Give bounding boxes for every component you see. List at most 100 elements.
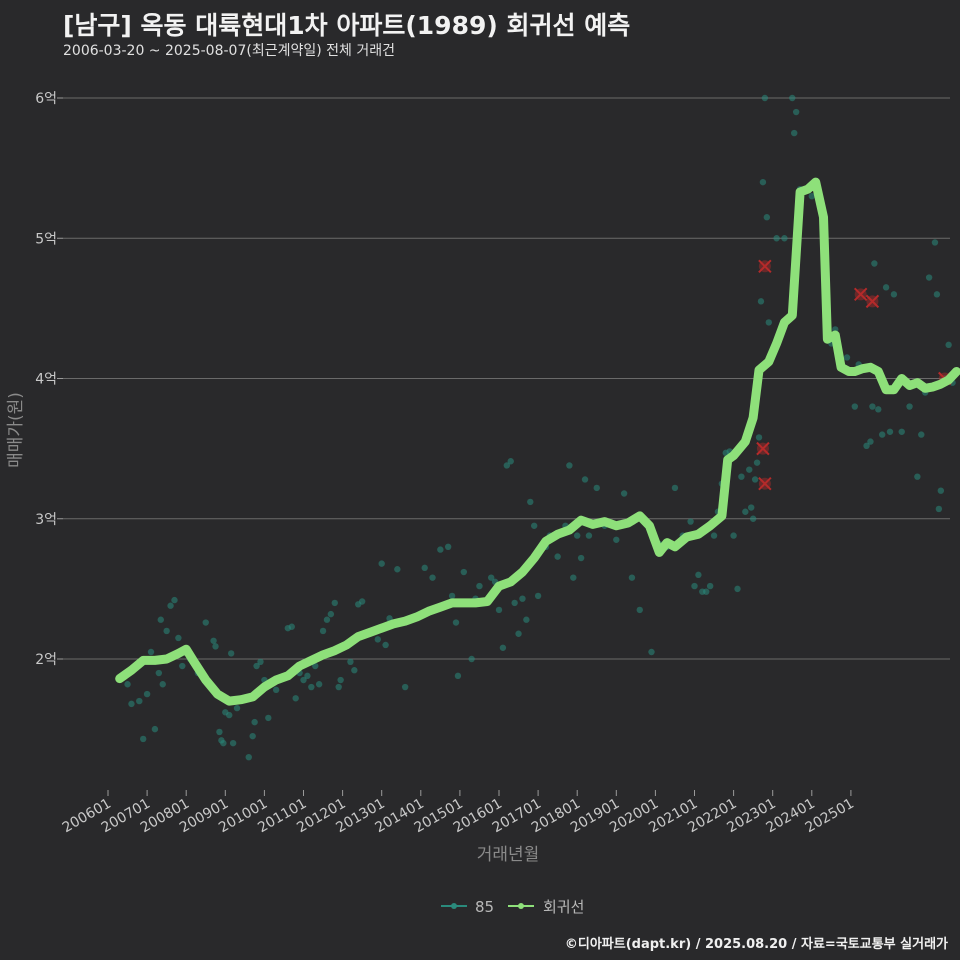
data-point xyxy=(487,574,495,581)
data-point xyxy=(933,291,941,298)
data-point xyxy=(139,735,147,743)
data-point xyxy=(216,728,223,736)
data-point xyxy=(636,606,643,614)
data-point xyxy=(869,403,876,410)
data-point xyxy=(253,662,260,670)
data-point xyxy=(212,643,219,650)
data-point xyxy=(577,554,585,562)
data-point xyxy=(882,284,890,291)
data-point xyxy=(585,532,593,539)
data-point xyxy=(671,484,679,492)
data-point xyxy=(128,700,135,708)
data-point xyxy=(761,94,769,102)
data-point xyxy=(452,619,460,626)
data-point xyxy=(227,650,235,657)
data-point xyxy=(386,615,393,622)
data-point xyxy=(875,406,882,413)
grid-layer xyxy=(63,97,950,660)
data-point xyxy=(337,676,344,684)
data-point xyxy=(300,676,307,684)
data-point xyxy=(511,599,518,607)
axis-layer: 2억3억4억5억6억200601200701200801200901201001… xyxy=(35,91,857,836)
data-point xyxy=(444,543,452,550)
data-point xyxy=(890,291,898,298)
data-point xyxy=(429,574,436,581)
data-point xyxy=(931,239,939,246)
data-point xyxy=(523,616,530,623)
data-point xyxy=(789,94,796,102)
data-point xyxy=(315,681,323,688)
data-point xyxy=(159,681,166,688)
data-point xyxy=(808,192,815,200)
data-point xyxy=(251,718,258,726)
data-point xyxy=(763,214,771,221)
data-point xyxy=(791,129,798,137)
data-point xyxy=(878,431,886,438)
data-point xyxy=(319,627,327,635)
data-point xyxy=(421,564,428,572)
data-point xyxy=(914,473,921,480)
data-point xyxy=(229,739,237,747)
data-point xyxy=(448,592,456,600)
data-point xyxy=(765,319,772,326)
data-point xyxy=(867,438,874,445)
data-point xyxy=(534,592,542,600)
data-point xyxy=(351,667,358,674)
data-point xyxy=(499,644,507,651)
data-point xyxy=(527,498,534,506)
data-point xyxy=(773,235,780,242)
data-point xyxy=(519,595,526,602)
data-point xyxy=(257,658,264,666)
data-point xyxy=(755,434,763,441)
data-point xyxy=(143,690,151,698)
data-point xyxy=(734,585,741,593)
data-point xyxy=(530,522,538,529)
outlier-cross xyxy=(756,441,770,456)
data-point xyxy=(751,476,759,483)
data-point xyxy=(648,648,655,656)
data-point xyxy=(378,560,385,567)
y-tick-label: 3억 xyxy=(35,512,57,528)
y-tick-label: 5억 xyxy=(35,231,57,247)
data-point xyxy=(871,260,878,267)
data-point xyxy=(171,596,178,604)
data-point xyxy=(308,683,315,691)
data-point xyxy=(292,695,299,702)
outlier-cross xyxy=(865,294,880,309)
data-point xyxy=(358,598,366,605)
chart-title: [남구] 옥동 대륙현대1차 아파트(1989) 회귀선 예측 xyxy=(63,11,631,40)
outlier-cross xyxy=(853,287,868,302)
data-point xyxy=(695,571,702,579)
data-point xyxy=(394,566,401,573)
data-point xyxy=(468,655,475,663)
outlier-marker xyxy=(758,476,772,491)
data-point xyxy=(175,634,182,642)
data-point xyxy=(401,683,409,691)
data-point xyxy=(753,459,761,466)
data-point xyxy=(507,458,514,465)
data-point xyxy=(503,462,511,469)
legend-label-85: 85 xyxy=(475,898,494,916)
data-point xyxy=(327,610,335,618)
footer-credit: ©디아파트(dapt.kr) / 2025.08.20 / 자료=국토교통부 실… xyxy=(564,937,948,952)
data-point xyxy=(738,473,745,480)
data-point xyxy=(730,532,737,539)
data-point xyxy=(233,704,241,712)
data-point xyxy=(151,725,159,733)
data-point xyxy=(460,568,468,576)
data-point xyxy=(710,532,718,539)
data-point xyxy=(202,619,209,626)
data-point xyxy=(331,599,338,607)
data-point xyxy=(742,508,749,515)
data-point xyxy=(454,672,462,680)
outlier-marker xyxy=(853,287,868,302)
data-point xyxy=(843,354,851,361)
data-point xyxy=(906,403,913,410)
data-point xyxy=(581,476,589,483)
data-point xyxy=(886,428,894,435)
data-point xyxy=(249,732,256,740)
data-point xyxy=(792,108,800,116)
legend: 85 회귀선 xyxy=(441,898,584,916)
data-point xyxy=(937,487,945,494)
